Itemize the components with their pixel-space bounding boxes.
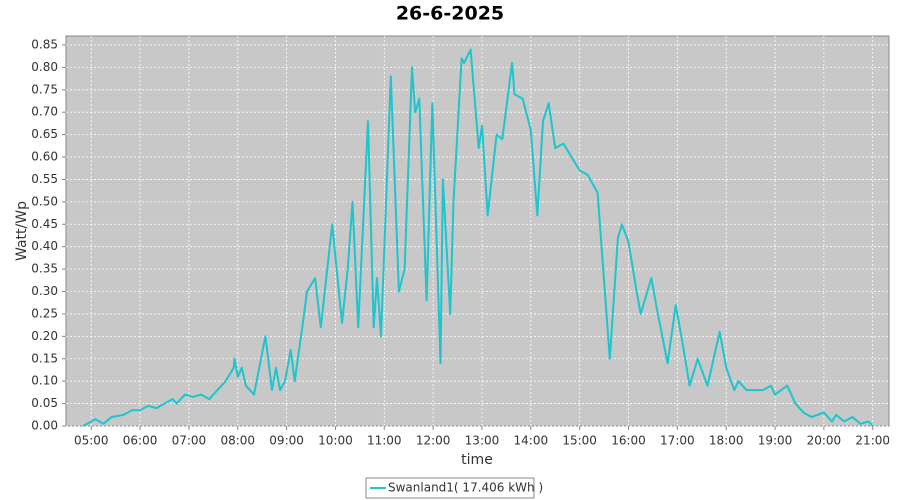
x-tick-label: 09:00 (269, 434, 304, 448)
x-tick-label: 21:00 (855, 434, 890, 448)
data-line (82, 48, 874, 427)
y-tick-label: 0.20 (31, 329, 58, 343)
x-tick-label: 10:00 (318, 434, 353, 448)
y-tick-label: 0.85 (31, 37, 58, 51)
x-tick-label: 08:00 (220, 434, 255, 448)
y-tick-label: 0.25 (31, 306, 58, 320)
x-tick-label: 14:00 (514, 434, 549, 448)
legend-label: Swanland1( 17.406 kWh ) (388, 481, 543, 495)
x-tick-label: 16:00 (611, 434, 646, 448)
x-tick-label: 05:00 (74, 434, 109, 448)
y-tick-label: 0.60 (31, 150, 58, 164)
y-axis-label: Watt/Wp (14, 201, 30, 261)
y-tick-label: 0.80 (31, 60, 58, 74)
plot-area (65, 35, 890, 427)
x-tick-label: 06:00 (123, 434, 158, 448)
y-tick-label: 0.05 (31, 396, 58, 410)
y-tick-label: 0.70 (31, 105, 58, 119)
x-tick-label: 18:00 (709, 434, 744, 448)
y-tick-label: 0.40 (31, 239, 58, 253)
chart-title: 26-6-2025 (396, 3, 504, 25)
y-tick-label: 0.35 (31, 262, 58, 276)
y-tick-label: 0.50 (31, 194, 58, 208)
y-tick-label: 0.00 (31, 419, 58, 433)
x-tick-label: 20:00 (807, 434, 842, 448)
y-tick-label: 0.45 (31, 217, 58, 231)
x-tick-label: 15:00 (562, 434, 597, 448)
x-tick-label: 12:00 (416, 434, 451, 448)
legend-box (365, 477, 535, 499)
y-tick-label: 0.75 (31, 82, 58, 96)
y-tick-label: 0.10 (31, 374, 58, 388)
y-tick-label: 0.30 (31, 284, 58, 298)
y-tick-label: 0.15 (31, 351, 58, 365)
x-tick-label: 17:00 (660, 434, 695, 448)
y-tick-label: 0.65 (31, 127, 58, 141)
x-tick-label: 13:00 (465, 434, 500, 448)
x-tick-label: 19:00 (758, 434, 793, 448)
x-tick-label: 11:00 (367, 434, 402, 448)
x-tick-label: 07:00 (172, 434, 207, 448)
y-tick-label: 0.55 (31, 172, 58, 186)
x-axis-label: time (461, 452, 493, 468)
